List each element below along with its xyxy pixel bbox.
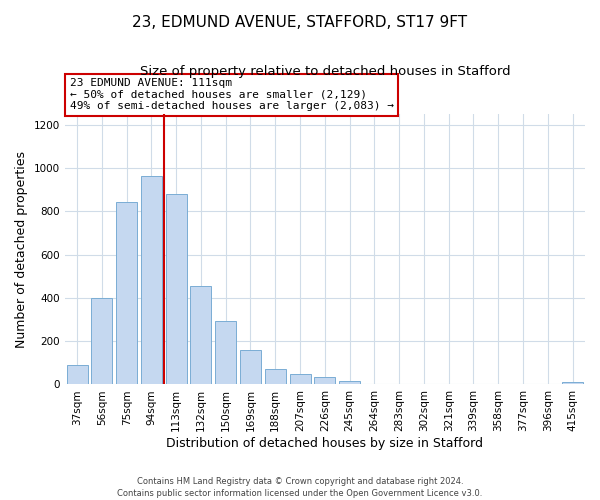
Bar	[240, 350, 261, 384]
Text: Contains HM Land Registry data © Crown copyright and database right 2024.
Contai: Contains HM Land Registry data © Crown c…	[118, 476, 482, 498]
Bar	[265, 370, 286, 384]
Bar	[562, 382, 583, 384]
Bar	[314, 378, 335, 384]
Bar	[339, 381, 360, 384]
X-axis label: Distribution of detached houses by size in Stafford: Distribution of detached houses by size …	[166, 437, 484, 450]
Text: 23 EDMUND AVENUE: 111sqm
← 50% of detached houses are smaller (2,129)
49% of sem: 23 EDMUND AVENUE: 111sqm ← 50% of detach…	[70, 78, 394, 111]
Y-axis label: Number of detached properties: Number of detached properties	[15, 150, 28, 348]
Title: Size of property relative to detached houses in Stafford: Size of property relative to detached ho…	[140, 65, 510, 78]
Bar	[91, 298, 112, 384]
Bar	[190, 286, 211, 384]
Bar	[67, 365, 88, 384]
Bar	[215, 320, 236, 384]
Bar	[166, 194, 187, 384]
Bar	[290, 374, 311, 384]
Text: 23, EDMUND AVENUE, STAFFORD, ST17 9FT: 23, EDMUND AVENUE, STAFFORD, ST17 9FT	[133, 15, 467, 30]
Bar	[116, 202, 137, 384]
Bar	[141, 176, 162, 384]
